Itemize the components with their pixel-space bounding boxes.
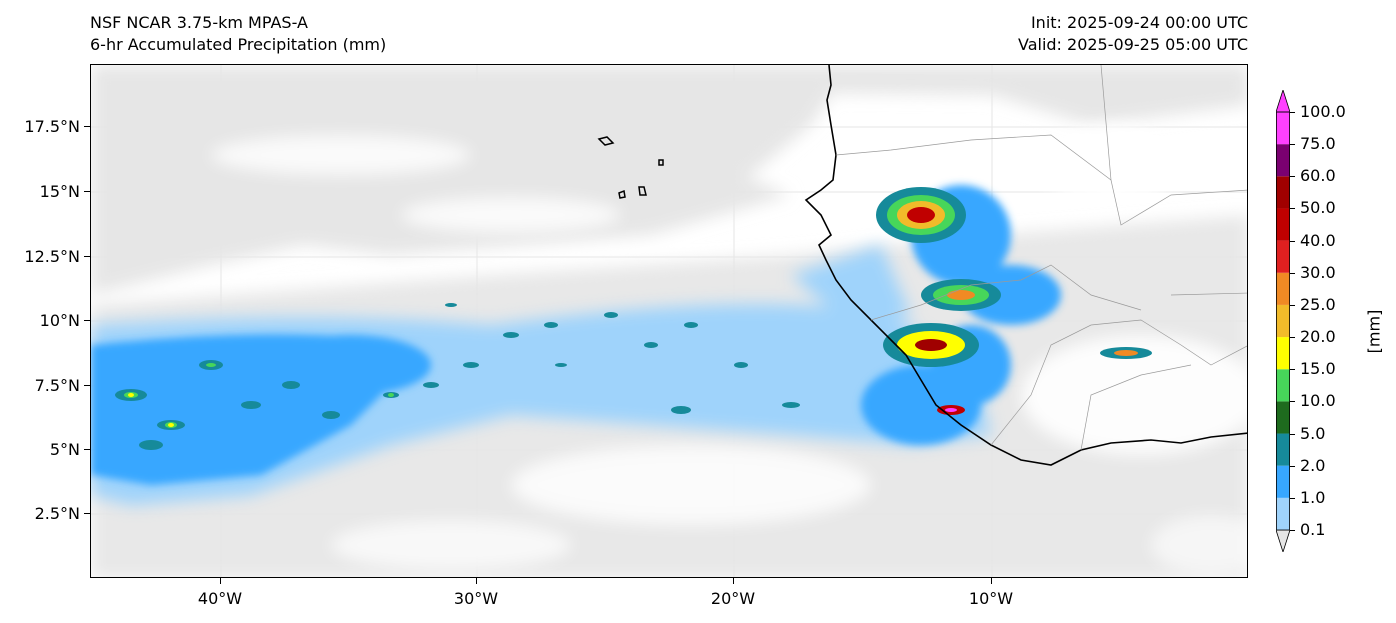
xtick-mark: [733, 578, 734, 584]
ytick-mark: [84, 191, 90, 192]
map-canvas: [91, 65, 1247, 577]
ytick-label: 12.5°N: [24, 247, 80, 266]
colorbar-level-label: 60.0: [1300, 166, 1336, 186]
title-right: Init: 2025-09-24 00:00 UTC Valid: 2025-0…: [1018, 12, 1248, 56]
colorbar-tick: [1290, 272, 1295, 274]
colorbar-level-label: 15.0: [1300, 359, 1336, 379]
colorbar-tick: [1290, 433, 1295, 435]
colorbar-extend-min: [1276, 529, 1290, 552]
colorbar-level-label: 1.0: [1300, 487, 1326, 507]
colorbar-level-label: 25.0: [1300, 294, 1336, 314]
colorbar-level-label: 100.0: [1300, 102, 1346, 121]
colorbar-segment: [1276, 272, 1290, 305]
precip-2mm-band: [91, 185, 1061, 485]
colorbar-tick: [1290, 176, 1295, 178]
colorbar-level-label: 50.0: [1300, 198, 1336, 218]
xtick-label: 10°W: [968, 589, 1014, 608]
colorbar-level-label: 5.0: [1300, 423, 1326, 443]
ytick-label: 10°N: [39, 311, 80, 330]
colorbar-tick: [1290, 208, 1295, 210]
colorbar-extend-max: [1276, 90, 1290, 113]
colorbar-segment: [1276, 465, 1290, 498]
title-left: NSF NCAR 3.75-km MPAS-A 6-hr Accumulated…: [90, 12, 386, 56]
xtick-label: 30°W: [453, 589, 499, 608]
colorbar-segment: [1276, 112, 1290, 145]
colorbar-level-label: 30.0: [1300, 262, 1336, 282]
xtick-label: 20°W: [710, 589, 756, 608]
colorbar-level-label: 75.0: [1300, 134, 1336, 154]
colorbar-tick: [1290, 530, 1295, 531]
ytick-label: 15°N: [39, 182, 80, 201]
country-borders: [835, 65, 1247, 451]
colorbar-segment: [1276, 144, 1290, 177]
ytick-mark: [84, 126, 90, 127]
colorbar-tick: [1290, 369, 1295, 371]
xtick-mark: [476, 578, 477, 584]
colorbar-level-label: 0.1: [1300, 520, 1326, 539]
island-outlines: [597, 136, 664, 199]
xtick-label: 40°W: [197, 589, 243, 608]
colorbar-tick: [1290, 497, 1295, 499]
colorbar-segment: [1276, 497, 1290, 530]
colorbar-tick: [1290, 465, 1295, 467]
ytick-mark: [84, 513, 90, 514]
ytick-mark: [84, 449, 90, 450]
colorbar-segment: [1276, 240, 1290, 273]
colorbar-tick: [1290, 112, 1295, 113]
colorbar-tick: [1290, 240, 1295, 242]
colorbar-segment: [1276, 401, 1290, 434]
colorbar-level-label: 20.0: [1300, 327, 1336, 347]
colorbar-segment: [1276, 433, 1290, 466]
model-name: NSF NCAR 3.75-km MPAS-A: [90, 13, 308, 32]
colorbar-tick: [1290, 304, 1295, 306]
field-name: 6-hr Accumulated Precipitation (mm): [90, 35, 387, 54]
colorbar-level-label: 10.0: [1300, 391, 1336, 411]
precipitation-map: [90, 64, 1248, 578]
xtick-mark: [220, 578, 221, 584]
colorbar: [1276, 90, 1290, 552]
colorbar-segment: [1276, 369, 1290, 402]
colorbar-segment: [1276, 176, 1290, 209]
colorbar-tick: [1290, 144, 1295, 146]
colorbar-level-label: 2.0: [1300, 455, 1326, 475]
colorbar-tick: [1290, 401, 1295, 403]
xtick-mark: [991, 578, 992, 584]
colorbar-frame: [1276, 111, 1290, 531]
ytick-mark: [84, 256, 90, 257]
ytick-mark: [84, 385, 90, 386]
west-africa-storms: [876, 187, 1152, 415]
ytick-label: 7.5°N: [34, 376, 80, 395]
colorbar-segment: [1276, 304, 1290, 338]
colorbar-units: [mm]: [1364, 309, 1384, 354]
ytick-label: 17.5°N: [24, 117, 80, 136]
colorbar-level-label: 40.0: [1300, 230, 1336, 250]
colorbar-segment: [1276, 208, 1290, 241]
ytick-label: 5°N: [49, 440, 80, 459]
ytick-mark: [84, 320, 90, 321]
valid-time: Valid: 2025-09-25 05:00 UTC: [1017, 35, 1248, 54]
colorbar-tick: [1290, 337, 1295, 339]
convective-cells: [115, 303, 800, 450]
precip-free-areas: [211, 125, 1247, 575]
colorbar-segment: [1276, 337, 1290, 370]
ytick-label: 2.5°N: [34, 504, 80, 523]
init-time: Init: 2025-09-24 00:00 UTC: [1030, 13, 1248, 32]
